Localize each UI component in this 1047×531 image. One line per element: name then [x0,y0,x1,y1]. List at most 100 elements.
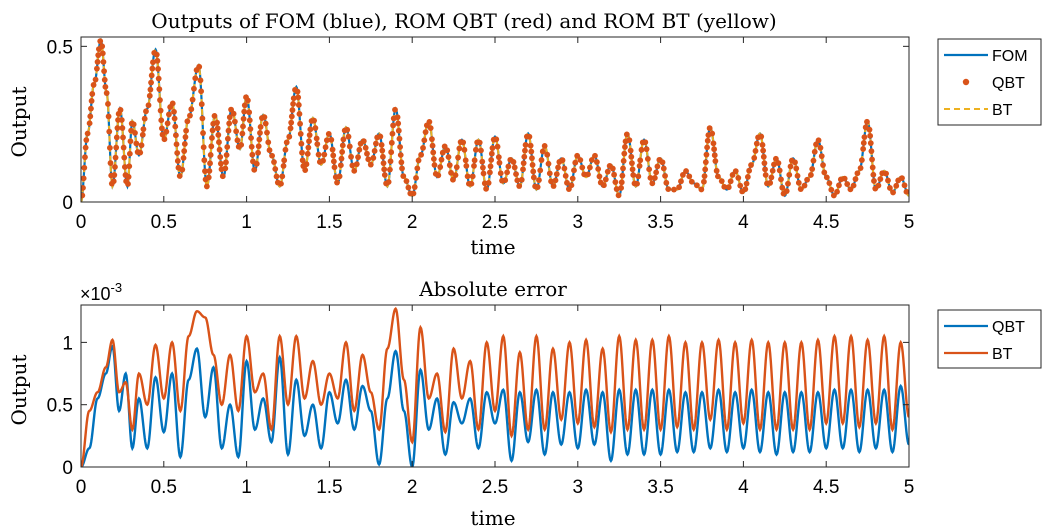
qbt-point [106,128,113,135]
qbt-point [403,178,410,185]
qbt-point [867,132,874,139]
qbt-point [611,171,617,178]
qbt-point [380,160,387,167]
qbt-point [783,188,790,194]
qbt-point [899,175,905,182]
qbt-point [619,172,626,179]
qbt-point [546,170,553,177]
qbt-point [702,166,709,173]
qbt-point [688,178,695,185]
qbt-point [179,166,186,173]
qbt-point [217,160,224,167]
qbt-point [105,101,111,107]
legend-label-qbt: QBT [992,75,1025,92]
qbt-point [405,184,412,191]
qbt-point [618,179,625,186]
qbt-point [671,186,677,193]
qbt-point [662,172,668,179]
qbt-point [844,181,851,187]
qbt-point [737,182,744,189]
qbt-point [861,134,868,141]
qbt-point [890,189,896,196]
qbt-point [312,125,319,131]
qbt-point [596,173,603,180]
qbt-point [247,126,254,132]
qbt-point [647,174,654,181]
qbt-point [858,157,865,164]
qbt-point [429,136,435,143]
qbt-point [761,160,768,167]
qbt-point [183,127,189,134]
qbt-point [638,146,645,153]
qbt-point [81,192,86,199]
qbt-point [367,161,374,168]
qbt-point [241,102,248,109]
qbt-point [811,148,818,155]
bottom-legend: QBT BT [937,309,1042,369]
qbt-point [306,132,313,138]
qbt-point [286,133,293,140]
qbt-point [462,157,469,164]
qbt-point [356,146,363,153]
qbt-point [629,160,635,167]
qbt-point [818,153,825,160]
top-legend: FOM QBT BT [937,38,1042,126]
qbt-point [431,162,438,168]
qbt-point [264,129,270,136]
qbt-point [703,151,710,158]
qbt-point [698,186,705,193]
qbt-point [886,185,893,191]
qbt-point [81,184,86,191]
qbt-point [262,120,269,127]
qbt-point [488,150,495,157]
qbt-point [538,157,545,163]
qbt-point [400,173,407,180]
qbt-point [288,119,295,126]
qbt-point [176,173,183,179]
bottom-chart-title: Absolute error [418,277,567,301]
qbt-point [138,142,145,149]
qbt-point [602,176,609,183]
qbt-point [397,144,403,150]
qbt-point [84,130,91,137]
qbt-point [710,140,717,147]
qbt-point [868,148,875,155]
qbt-point [871,178,877,184]
qbt-point [330,158,337,165]
top-xtick-label: 2.5 [482,212,508,233]
qbt-point [360,138,367,145]
qbt-point [792,159,798,166]
qbt-point [174,158,181,164]
qbt-point [255,143,262,150]
qbt-point [762,166,768,173]
qbt-point [612,179,619,185]
qbt-point [353,161,360,168]
qbt-point [762,172,769,178]
qbt-point [694,182,700,189]
qbt-point [113,134,120,141]
top-xtick-label: 1.5 [316,212,342,233]
qbt-point [299,157,306,164]
qbt-point [217,154,224,160]
qbt-point [775,160,782,167]
qbt-point [453,164,460,171]
bottom-chart: Absolute error Output time ×10-3 0 0.5 1 1.… [7,277,1042,530]
qbt-point [192,75,199,82]
qbt-point [257,130,263,136]
qbt-point [206,168,213,174]
qbt-point [189,96,196,103]
qbt-point [97,38,104,45]
qbt-point [111,172,118,178]
qbt-point [158,125,165,132]
qbt-point [809,166,816,172]
qbt-point [713,167,720,174]
qbt-point [113,144,120,151]
top-xtick-label: 4 [738,212,749,233]
qbt-point [860,140,867,146]
qbt-point [346,143,353,150]
qbt-point [349,162,356,169]
qbt-point [893,182,900,189]
qbt-point [510,159,517,165]
qbt-point [526,133,533,140]
qbt-point [398,159,405,166]
